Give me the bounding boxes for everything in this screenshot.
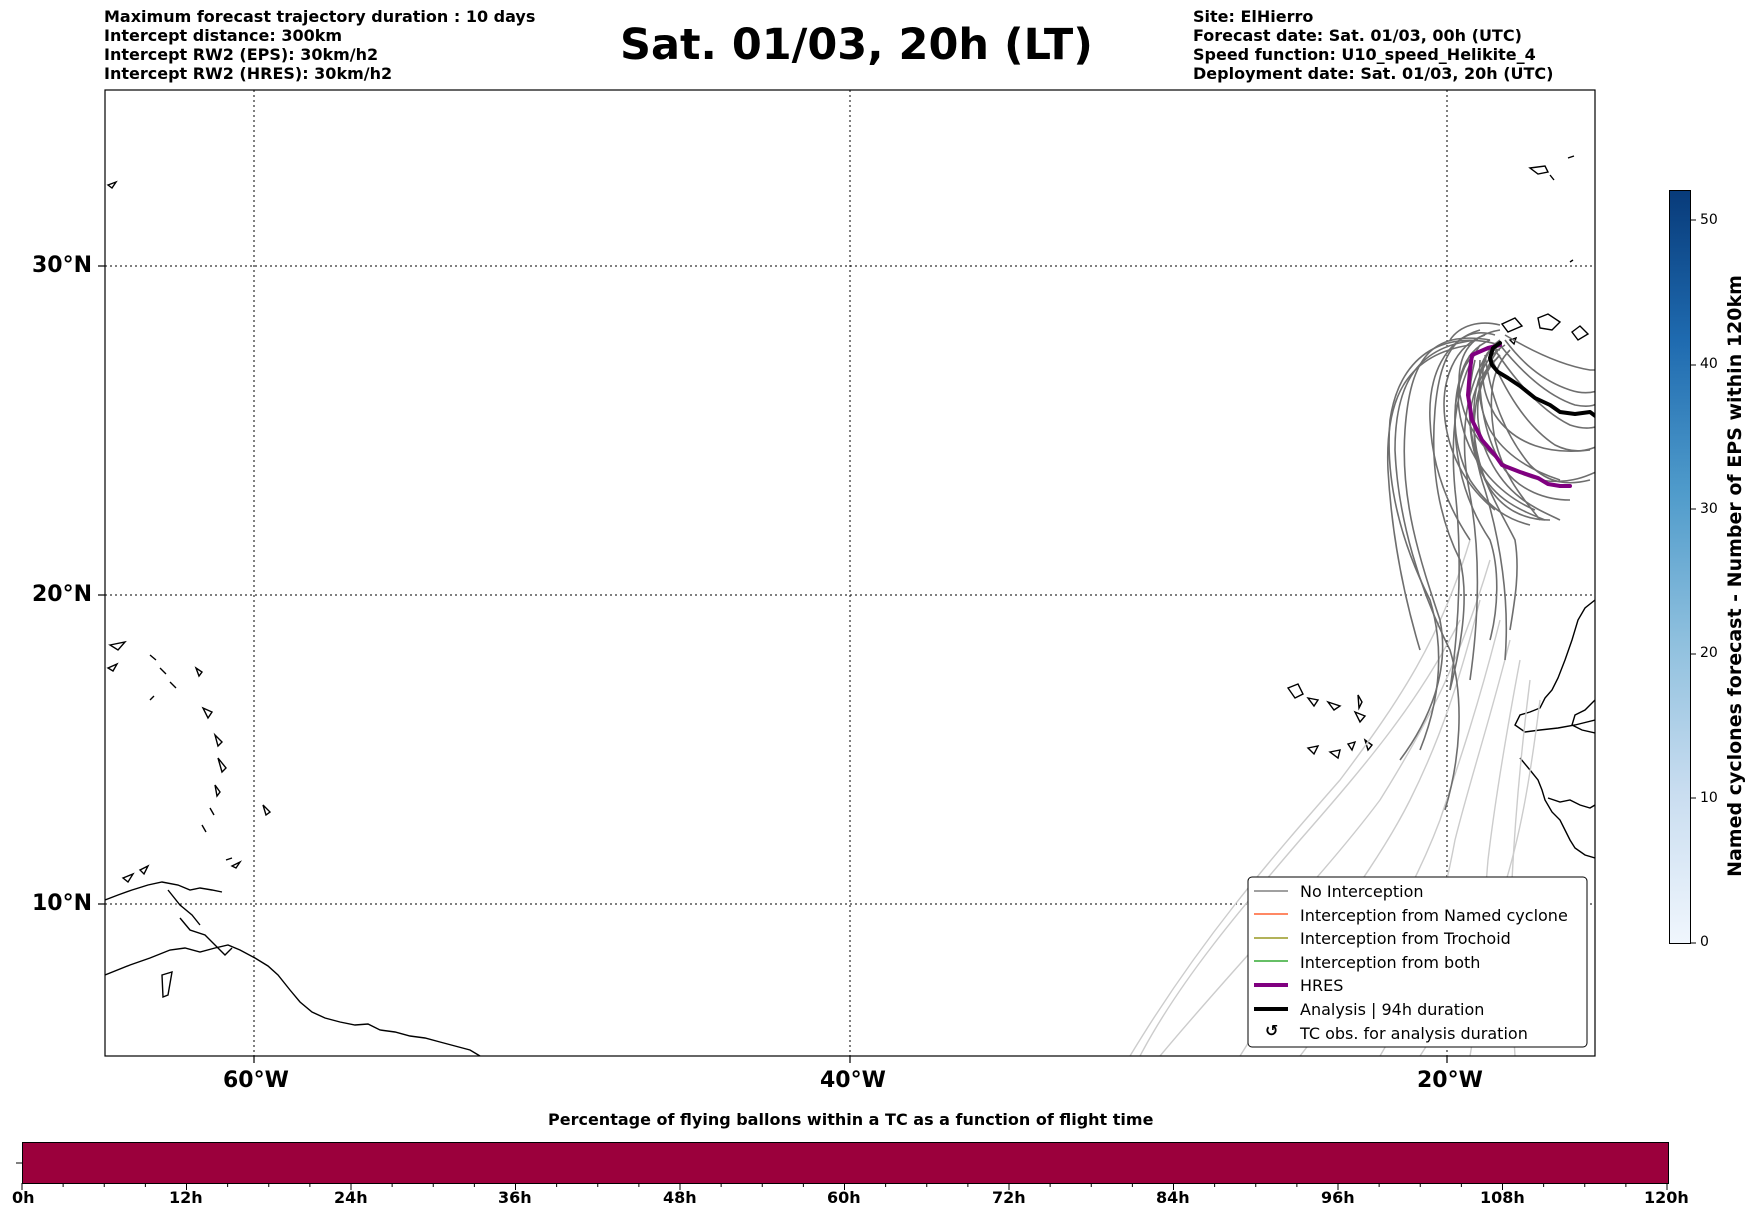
info-right: Site: ElHierro Forecast date: Sat. 01/03… <box>1193 7 1553 83</box>
colorbar-tick-0: 0 <box>1700 934 1709 950</box>
colorbar-tick-10: 10 <box>1700 790 1718 806</box>
info-duration: Maximum forecast trajectory duration : 1… <box>104 7 536 26</box>
colorbar-tick-50: 50 <box>1700 212 1718 228</box>
islands-cape-verde <box>1286 683 1374 760</box>
colorbar-label: Named cyclones forecast - Number of EPS … <box>1724 275 1747 877</box>
timebar-tick-labels: 0h 12h 24h 36h 48h 60h 72h 84h 96h 108h … <box>0 1188 1748 1212</box>
coastline-trinidad <box>179 917 233 956</box>
legend-label-analysis: Analysis | 94h duration <box>1300 999 1485 1019</box>
coastline-orinoco <box>167 889 201 926</box>
time-tick-0h: 0h <box>12 1188 35 1207</box>
legend-label-trochoid: Interception from Trochoid <box>1300 929 1511 949</box>
lat-label-20n: 20°N <box>32 582 93 607</box>
colorbar-label-wrap: Named cyclones forecast - Number of EPS … <box>1715 216 1748 936</box>
coastlines <box>105 155 1595 1056</box>
trajectory-analysis <box>1488 341 1595 419</box>
islands-canary <box>1488 313 1590 352</box>
info-left: Maximum forecast trajectory duration : 1… <box>104 7 535 83</box>
legend-label-no-interception: No Interception <box>1300 882 1424 901</box>
info-intercept-hres: Intercept RW2 (HRES): 30km/h2 <box>104 64 393 83</box>
lat-label-30n: 30°N <box>32 253 93 278</box>
timebar <box>22 1142 1669 1184</box>
time-tick-120h: 120h <box>1644 1188 1689 1207</box>
info-speed-function: Speed function: U10_speed_Helikite_4 <box>1193 45 1536 64</box>
lon-label-40w: 40°W <box>820 1068 886 1093</box>
coastline-south-america <box>105 944 481 1056</box>
island-tobago <box>230 860 243 869</box>
info-deployment-date: Deployment date: Sat. 01/03, 20h (UTC) <box>1193 64 1554 83</box>
legend: No Interception Interception from Named … <box>1300 880 1568 1045</box>
time-tick-72h: 72h <box>992 1188 1026 1207</box>
colorbar-ticks <box>1690 219 1696 944</box>
timebar-title: Percentage of flying ballons within a TC… <box>548 1110 1154 1129</box>
time-tick-60h: 60h <box>827 1188 861 1207</box>
colorbar <box>1669 190 1691 944</box>
page-title: Sat. 01/03, 20h (LT) <box>620 20 1093 70</box>
time-tick-108h: 108h <box>1480 1188 1525 1207</box>
legend-swatches <box>1254 890 1288 1011</box>
coastline-senegal <box>1571 699 1595 734</box>
lon-label-20w: 20°W <box>1417 1068 1483 1093</box>
tc-obs-icon: ↺ <box>1265 1021 1279 1040</box>
info-forecast-date: Forecast date: Sat. 01/03, 00h (UTC) <box>1193 26 1522 45</box>
time-tick-96h: 96h <box>1321 1188 1355 1207</box>
legend-label-named-cyclone: Interception from Named cyclone <box>1300 905 1568 925</box>
islands-west-indies <box>106 640 272 999</box>
islands-madeira <box>106 155 1575 263</box>
trajectory-hres <box>1466 343 1572 488</box>
timebar-left-tick <box>16 1162 22 1164</box>
info-site: Site: ElHierro <box>1193 7 1314 26</box>
time-tick-84h: 84h <box>1156 1188 1190 1207</box>
coastline-guinea <box>1519 757 1595 859</box>
coastline-africa <box>1514 599 1595 733</box>
timebar-ticks <box>21 1183 1668 1190</box>
legend-box <box>1247 876 1588 1048</box>
coastline-venezuela <box>105 881 223 901</box>
info-intercept-eps: Intercept RW2 (EPS): 30km/h2 <box>104 45 379 64</box>
colorbar-tick-20: 20 <box>1700 645 1718 661</box>
time-tick-12h: 12h <box>169 1188 203 1207</box>
lat-label-10n: 10°N <box>32 891 93 916</box>
legend-label-both: Interception from both <box>1300 952 1481 972</box>
coastline-sierra-leone <box>1547 797 1595 809</box>
colorbar-tick-40: 40 <box>1700 356 1718 372</box>
time-tick-48h: 48h <box>663 1188 697 1207</box>
axis-ticks <box>98 265 1448 1063</box>
colorbar-tick-30: 30 <box>1700 501 1718 517</box>
legend-label-tc-obs: TC obs. for analysis duration <box>1300 1023 1528 1043</box>
time-tick-24h: 24h <box>334 1188 368 1207</box>
trajectories-no-interception <box>1386 322 1595 811</box>
lon-label-60w: 60°W <box>223 1068 289 1093</box>
legend-label-hres: HRES <box>1300 976 1344 996</box>
time-tick-36h: 36h <box>498 1188 532 1207</box>
info-intercept-distance: Intercept distance: 300km <box>104 26 343 45</box>
